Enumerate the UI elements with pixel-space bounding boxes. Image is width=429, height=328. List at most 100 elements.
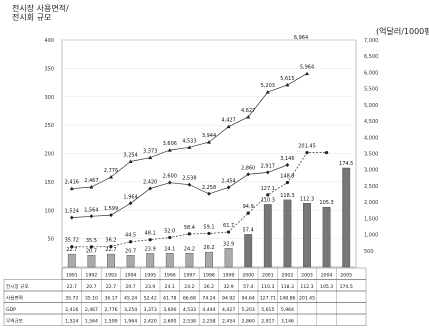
point: [89, 214, 94, 219]
table-cell: 148.86: [279, 296, 295, 302]
table-cell: 32.9: [223, 284, 233, 290]
right-tick-label: 4,500: [364, 119, 378, 125]
bar-2003: [303, 203, 311, 268]
point-label: 2,258: [202, 185, 216, 191]
table-cell: 201.45: [299, 296, 315, 302]
point-label: 2,860: [241, 165, 255, 171]
bar-label: 22.7: [105, 247, 116, 253]
table-cell: 5,964: [281, 307, 294, 313]
point-label: 127.1: [261, 186, 275, 192]
table-cell: 36.17: [104, 296, 117, 302]
bar-2000: [244, 234, 253, 268]
point: [187, 182, 192, 187]
point-label: 3,254: [123, 152, 137, 158]
bar-1999: [224, 248, 233, 268]
table-cell: 3,373: [144, 307, 157, 313]
point-label: 148.9: [280, 173, 294, 179]
table-cell: 24.2: [184, 284, 194, 290]
point: [207, 231, 211, 236]
point: [148, 238, 152, 242]
line-사용면적: [71, 152, 327, 248]
point: [207, 191, 211, 196]
table-year: 2003: [301, 273, 313, 279]
point: [207, 140, 211, 144]
table-cell: 23.9: [145, 284, 155, 290]
right-axis: 7,000 6,500 6,000 5,500 5,000 4,500 4,000 3,500…: [364, 38, 378, 255]
table-year: 1996: [164, 273, 176, 279]
point: [109, 174, 113, 179]
table-cell: 2,600: [163, 319, 176, 325]
bar-2002: [283, 199, 292, 268]
left-tick-label: 350: [44, 66, 54, 72]
table-row-label: 사용면적: [6, 295, 23, 302]
point-label: 1,599: [104, 206, 118, 212]
point-label: 36.2: [105, 237, 116, 243]
right-tick-label: 500: [364, 249, 374, 255]
data-table: 1991 1992 1993 1994 1995 1996 1997 1998 1999 2000…: [3, 267, 367, 326]
point-label: 52.0: [164, 228, 175, 234]
bar-label: 105.3: [319, 200, 333, 206]
right-tick-label: 5,000: [364, 103, 378, 109]
right-tick-label: 2,000: [364, 200, 378, 206]
bar-1996: [165, 253, 174, 268]
point: [226, 185, 231, 190]
right-tick-label: 6,000: [364, 70, 378, 76]
point-label: 2,420: [143, 180, 157, 186]
point-label: 1,564: [84, 207, 98, 213]
table-cell: 1,564: [85, 319, 98, 325]
table-year: 2004: [321, 273, 333, 279]
table-cell: 5,615: [261, 307, 274, 313]
right-tick-label: 4,000: [364, 135, 378, 141]
point-label: 61.7: [223, 223, 234, 229]
point: [70, 215, 74, 220]
point-label: 2,416: [65, 180, 79, 186]
point-label: 3,373: [143, 149, 157, 155]
point-label: 48.1: [145, 231, 156, 237]
table-cell: 3,146: [281, 319, 294, 325]
table-cell: 20.7: [86, 284, 96, 290]
table-cell: 94.92: [222, 296, 235, 302]
table-cell: 2,416: [65, 307, 78, 313]
bar-2001: [263, 204, 272, 268]
table-cell: 94.64: [242, 296, 255, 302]
right-tick-label: 1,000: [364, 233, 378, 239]
point: [129, 240, 133, 244]
bar-1995: [146, 253, 155, 268]
right-tick-label: 1,500: [364, 216, 378, 222]
point: [148, 186, 152, 191]
point-label: 44.5: [125, 233, 136, 239]
table-cell: 45.24: [124, 296, 137, 302]
table-cell: 112.3: [300, 284, 313, 290]
point-label: 5,203: [261, 83, 275, 89]
left-tick-label: 400: [44, 38, 54, 44]
table-cell: 3,254: [124, 307, 137, 313]
bar-label: 20.7: [125, 248, 136, 254]
table-cell: 35.72: [65, 296, 78, 302]
table-cell: 2,467: [85, 307, 98, 313]
left-tick-label: 50: [48, 237, 54, 243]
table-cell: 174.5: [340, 284, 353, 290]
point: [128, 201, 133, 206]
point-label: 4,427: [221, 118, 235, 124]
table-cell: 57.4: [243, 284, 253, 290]
table-row-label: GDP: [6, 307, 16, 313]
point: [128, 159, 133, 163]
table-cell: 4,533: [183, 307, 196, 313]
bar-label: 57.4: [243, 227, 254, 233]
table-cell: 4,427: [222, 307, 235, 313]
point-label: 94.9: [243, 204, 254, 210]
table-year: 1998: [203, 273, 215, 279]
point-label: 201.45: [298, 144, 316, 150]
point-label: 3,606: [163, 141, 177, 147]
title-left-1: 전시장 사용면적/: [12, 3, 69, 13]
table-cell: 2,776: [104, 307, 117, 313]
point-label: 3,146: [280, 156, 294, 162]
bar-2004: [322, 207, 331, 268]
point: [89, 245, 93, 249]
point-label: 1,964: [123, 194, 137, 200]
point: [109, 244, 113, 249]
bar-1998: [205, 251, 213, 268]
left-tick-label: 300: [44, 95, 54, 101]
bar-label: 112.3: [300, 196, 314, 202]
table-cell: 3,606: [163, 307, 176, 313]
